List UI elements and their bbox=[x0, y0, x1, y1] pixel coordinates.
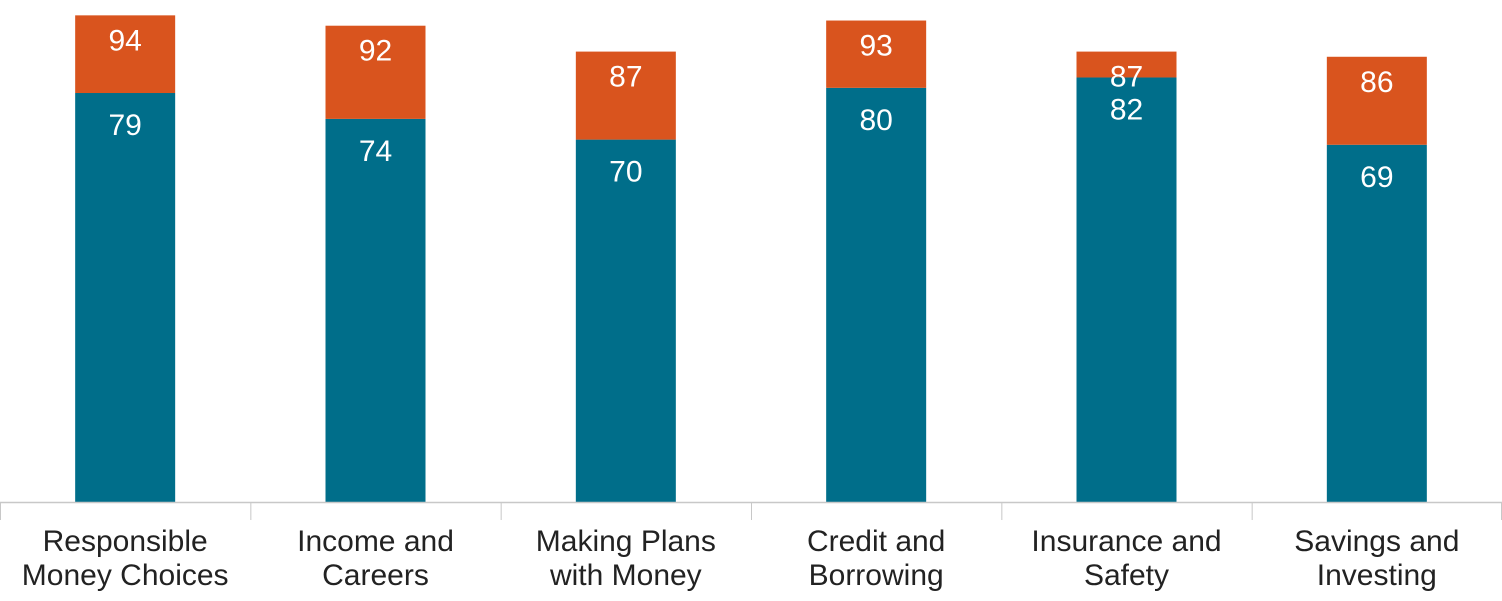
data-label-base-3: 80 bbox=[859, 104, 892, 137]
bar-top-2 bbox=[575, 51, 676, 140]
bar-base-2 bbox=[575, 139, 676, 502]
category-label-5: Savings and Investing bbox=[1294, 525, 1459, 592]
category-label-3: Credit and Borrowing bbox=[807, 525, 945, 592]
data-label-base-5: 69 bbox=[1360, 161, 1393, 194]
bar-top-4 bbox=[1076, 51, 1177, 78]
data-label-top-3: 93 bbox=[859, 30, 892, 63]
data-label-top-5: 86 bbox=[1360, 66, 1393, 99]
data-label-top-4: 87 bbox=[1110, 61, 1143, 94]
bar-top-1 bbox=[325, 25, 426, 119]
data-label-top-1: 92 bbox=[359, 35, 392, 68]
category-label-0: Responsible Money Choices bbox=[22, 525, 229, 592]
bars-layer bbox=[75, 15, 1427, 503]
category-label-4: Insurance and Safety bbox=[1031, 525, 1221, 592]
bar-top-5 bbox=[1326, 56, 1427, 145]
data-label-base-0: 79 bbox=[108, 109, 141, 142]
data-label-top-0: 94 bbox=[108, 24, 141, 57]
bar-base-5 bbox=[1326, 144, 1427, 502]
bar-base-1 bbox=[325, 118, 426, 502]
bar-base-3 bbox=[826, 87, 927, 502]
bar-base-0 bbox=[75, 93, 176, 503]
bar-top-0 bbox=[75, 15, 176, 94]
labels-layer: 94 79 Responsible Money Choices 92 74 Income a… bbox=[22, 24, 1460, 592]
category-label-2: Making Plans with Money bbox=[536, 525, 716, 592]
bar-base-4 bbox=[1076, 77, 1177, 503]
data-label-base-4: 82 bbox=[1110, 93, 1143, 126]
data-label-base-1: 74 bbox=[359, 135, 392, 168]
data-label-base-2: 70 bbox=[609, 156, 642, 189]
category-label-1: Income and Careers bbox=[297, 525, 454, 592]
data-label-top-2: 87 bbox=[609, 61, 642, 94]
x-axis bbox=[0, 501, 1502, 520]
bar-top-3 bbox=[826, 20, 927, 88]
